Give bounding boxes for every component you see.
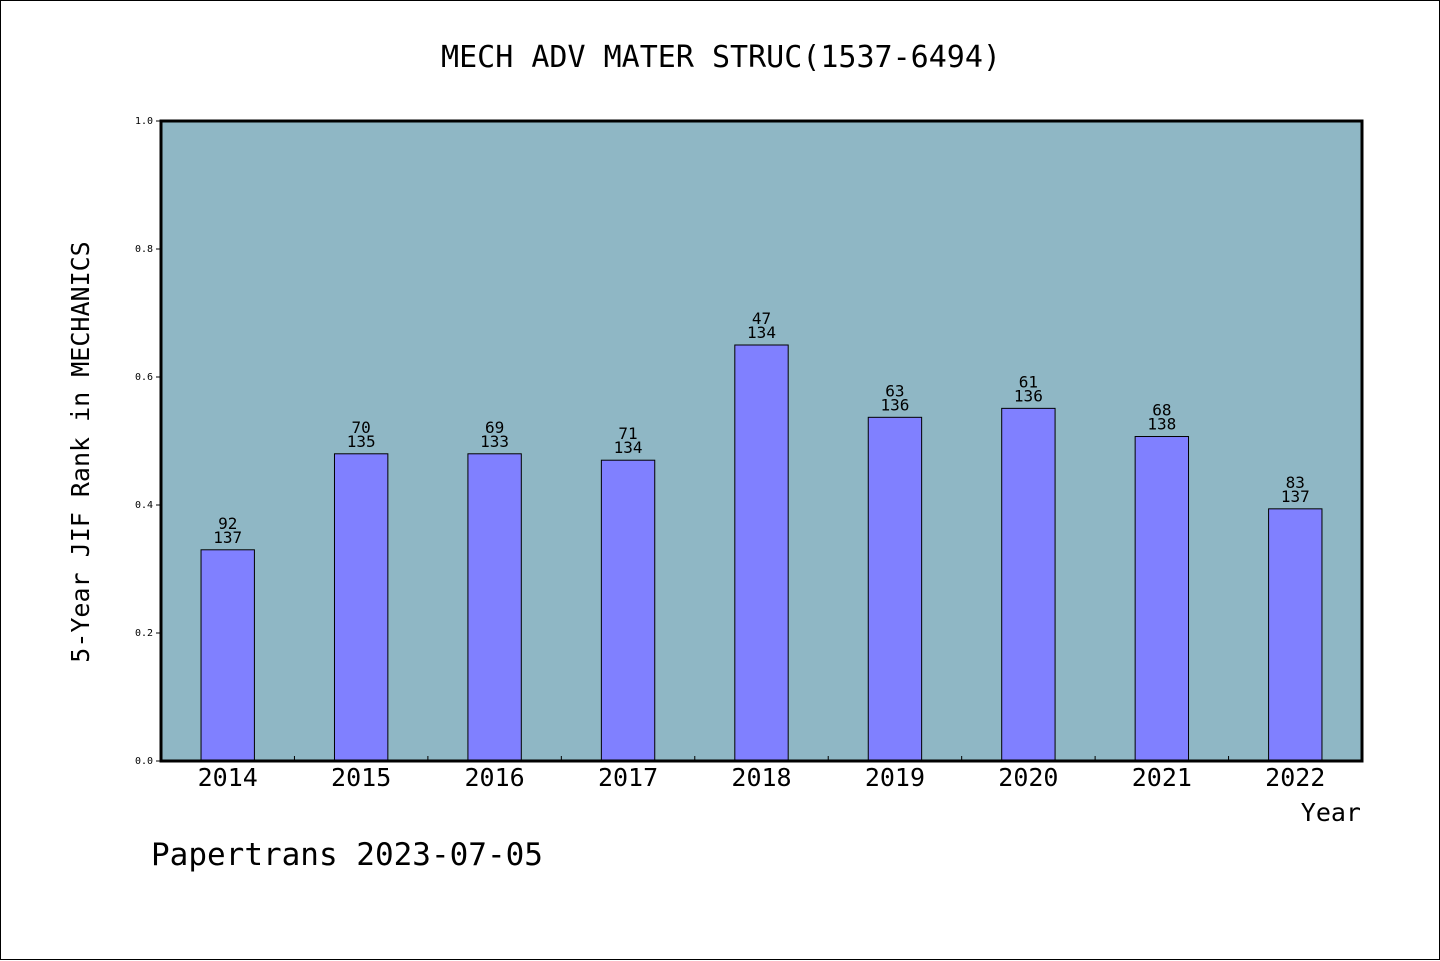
y-axis: 0.0 0.2 0.4 0.6 0.8 1.0 — [135, 116, 161, 767]
bar-rank-label: 63 — [885, 381, 904, 400]
y-axis-label: 5-Year JIF Rank in MECHANICS — [66, 241, 95, 662]
y-tick-label: 1.0 — [135, 116, 153, 127]
bar-rank-label: 61 — [1019, 372, 1038, 391]
y-tick-label: 0.4 — [135, 500, 153, 511]
bar-rank-label: 71 — [618, 424, 637, 443]
bar-2021 — [1134, 436, 1190, 762]
bar-2020 — [1001, 407, 1056, 762]
bar-total-label: 135 — [347, 432, 376, 451]
bar-total-label: 137 — [213, 528, 242, 547]
x-tick-label: 2018 — [731, 763, 791, 792]
y-tick-label: 0.2 — [135, 628, 153, 639]
bar-rank-label: 47 — [752, 309, 771, 328]
bar-rank-label: 70 — [352, 418, 371, 437]
bar-total-label: 133 — [480, 432, 509, 451]
x-tick-label: 2020 — [998, 763, 1058, 792]
y-tick-label: 0.8 — [135, 244, 153, 255]
bar-total-label: 138 — [1147, 415, 1176, 434]
x-tick-label: 2017 — [598, 763, 658, 792]
bar-rank-label: 69 — [485, 418, 504, 437]
x-tick-label: 2014 — [198, 763, 258, 792]
bar-rank-label: 83 — [1286, 473, 1305, 492]
x-axis: 2014 2015 2016 2017 2018 2019 2020 2021 2022 — [198, 756, 1325, 792]
bar-rank-label: 68 — [1152, 401, 1171, 420]
plot-frame — [159, 119, 1364, 763]
bar-2022 — [1268, 508, 1323, 762]
bar-2016 — [467, 453, 522, 762]
bar-total-label: 137 — [1281, 487, 1310, 506]
y-tick-label: 0.0 — [135, 756, 153, 767]
x-tick-label: 2016 — [465, 763, 525, 792]
bar-total-label: 134 — [614, 438, 643, 457]
x-tick-label: 2022 — [1265, 763, 1325, 792]
x-tick-label: 2015 — [331, 763, 391, 792]
bar-2015 — [333, 453, 389, 762]
bar-total-label: 134 — [747, 323, 776, 342]
bar-2014 — [200, 549, 255, 762]
x-tick-label: 2021 — [1132, 763, 1192, 792]
x-tick-label: 2019 — [865, 763, 925, 792]
bar-total-label: 136 — [880, 395, 909, 414]
bar-2019 — [867, 416, 923, 762]
bar-total-label: 136 — [1014, 386, 1043, 405]
x-axis-label: Year — [1301, 798, 1361, 827]
footer-credit: Papertrans 2023-07-05 — [151, 837, 543, 873]
bar-2018 — [734, 344, 789, 762]
bar-rank-label: 92 — [218, 514, 237, 533]
bar-2017 — [600, 459, 656, 762]
y-tick-label: 0.6 — [135, 372, 153, 383]
chart-title: MECH ADV MATER STRUC(1537-6494) — [441, 40, 1001, 75]
